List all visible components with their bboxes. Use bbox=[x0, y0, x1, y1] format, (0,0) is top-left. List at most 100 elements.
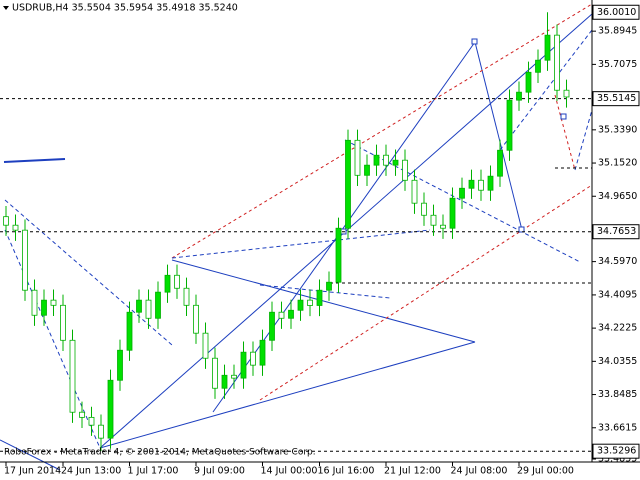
x-tick-label: 21 Jul 12:00 bbox=[384, 466, 441, 477]
wave-line bbox=[259, 284, 391, 299]
x-tick-label: 1 Jul 17:00 bbox=[128, 466, 179, 477]
y-tick-label: 35.8945 bbox=[598, 26, 637, 37]
y-tick-label: 34.0355 bbox=[598, 356, 637, 367]
anchor-point bbox=[560, 113, 567, 120]
price-marker-box bbox=[592, 91, 640, 107]
candle-body bbox=[506, 99, 513, 151]
candle-body bbox=[136, 299, 142, 313]
title-icon bbox=[3, 6, 9, 10]
candle-body bbox=[326, 281, 332, 291]
candle-body bbox=[288, 309, 294, 319]
x-tick-label: 29 Jul 00:00 bbox=[517, 466, 574, 477]
y-tick-label: 35.1520 bbox=[598, 158, 637, 169]
x-tick-label: 14 Jul 00:00 bbox=[261, 466, 318, 477]
candle-body bbox=[3, 216, 9, 226]
channel-line bbox=[554, 94, 576, 171]
candle-body bbox=[554, 34, 560, 91]
candle-body bbox=[383, 154, 389, 166]
candle-body bbox=[468, 179, 475, 189]
candle-body bbox=[193, 304, 199, 334]
candle-body bbox=[440, 224, 446, 229]
price-marker-label: 34.7653 bbox=[597, 226, 636, 237]
y-tick-label: 35.3390 bbox=[598, 124, 637, 135]
trend-line bbox=[99, 341, 476, 449]
price-marker-label: 33.5296 bbox=[597, 446, 636, 457]
candle-body bbox=[79, 411, 85, 418]
trend-line bbox=[0, 439, 61, 471]
candle-body bbox=[212, 357, 218, 389]
trend-line bbox=[212, 41, 476, 413]
candle-body bbox=[411, 179, 418, 204]
price-marker-box bbox=[592, 224, 640, 240]
x-tick-label: 17 Jun 2014 bbox=[4, 466, 61, 477]
candle-body bbox=[516, 91, 522, 101]
candle-body bbox=[41, 299, 47, 316]
wave-line bbox=[171, 229, 431, 259]
wave-line bbox=[4, 229, 101, 449]
y-tick-label: 34.2225 bbox=[598, 323, 637, 334]
y-tick-label: 33.6615 bbox=[598, 422, 637, 433]
trend-line bbox=[3, 158, 66, 163]
candle-body bbox=[402, 159, 408, 181]
y-tick-label: 35.7075 bbox=[598, 59, 637, 70]
candle-body bbox=[392, 159, 399, 166]
analysis-drawings bbox=[0, 3, 593, 471]
trend-line bbox=[474, 41, 523, 231]
price-marker-box bbox=[592, 443, 640, 459]
candle-body bbox=[117, 349, 123, 381]
candle-body bbox=[107, 379, 114, 439]
candle-body bbox=[278, 311, 285, 319]
candle-body bbox=[69, 339, 76, 413]
candle-body bbox=[459, 187, 465, 199]
trend-line bbox=[171, 259, 476, 343]
y-tick-label: 33.8485 bbox=[598, 389, 637, 400]
candle-body bbox=[478, 179, 484, 191]
candle-body bbox=[449, 197, 456, 229]
candle-body bbox=[497, 149, 503, 177]
y-tick-label: 34.4095 bbox=[598, 289, 637, 300]
candle-body bbox=[269, 311, 275, 341]
candle-body bbox=[174, 274, 180, 289]
candle-body bbox=[307, 299, 313, 306]
candle-body bbox=[98, 424, 104, 439]
candle-body bbox=[145, 299, 152, 319]
candle-body bbox=[535, 59, 541, 73]
candle-body bbox=[259, 339, 266, 366]
candle-body bbox=[231, 374, 237, 379]
candle-body bbox=[250, 351, 256, 366]
candle-body bbox=[50, 299, 57, 306]
x-tick-label: 9 Jul 09:00 bbox=[194, 466, 245, 477]
candle-body bbox=[544, 34, 551, 61]
candle-body bbox=[316, 289, 323, 306]
y-tick-label: 33.4855 bbox=[598, 454, 637, 465]
anchor-point bbox=[471, 38, 478, 45]
candle-body bbox=[297, 299, 304, 311]
candle-body bbox=[221, 374, 228, 389]
price-marker-box bbox=[592, 4, 640, 20]
candle-body bbox=[335, 227, 342, 283]
x-tick-label: 24 Jul 08:00 bbox=[451, 466, 508, 477]
candle-body bbox=[354, 139, 361, 176]
candle-body bbox=[373, 154, 380, 166]
candle-body bbox=[88, 416, 95, 426]
candle-body bbox=[155, 291, 161, 319]
candle-body bbox=[487, 175, 494, 191]
anchor-point bbox=[518, 226, 525, 233]
price-marker-label: 36.0010 bbox=[597, 7, 636, 18]
candle-body bbox=[421, 202, 427, 216]
candle-body bbox=[345, 139, 351, 229]
channel-line bbox=[171, 3, 593, 259]
candle-body bbox=[202, 332, 209, 359]
y-tick-label: 34.5970 bbox=[598, 256, 637, 267]
wave-line bbox=[4, 199, 173, 346]
wave-line bbox=[499, 29, 593, 151]
candle-body bbox=[126, 311, 133, 351]
candle-body bbox=[364, 164, 370, 176]
y-tick-label: 34.9650 bbox=[598, 191, 637, 202]
candle-body bbox=[164, 274, 171, 293]
price-axis: 35.8945 35.7075 35.3390 35.1520 34.9650 34.59… bbox=[592, 4, 640, 465]
plot-area bbox=[0, 12, 592, 452]
